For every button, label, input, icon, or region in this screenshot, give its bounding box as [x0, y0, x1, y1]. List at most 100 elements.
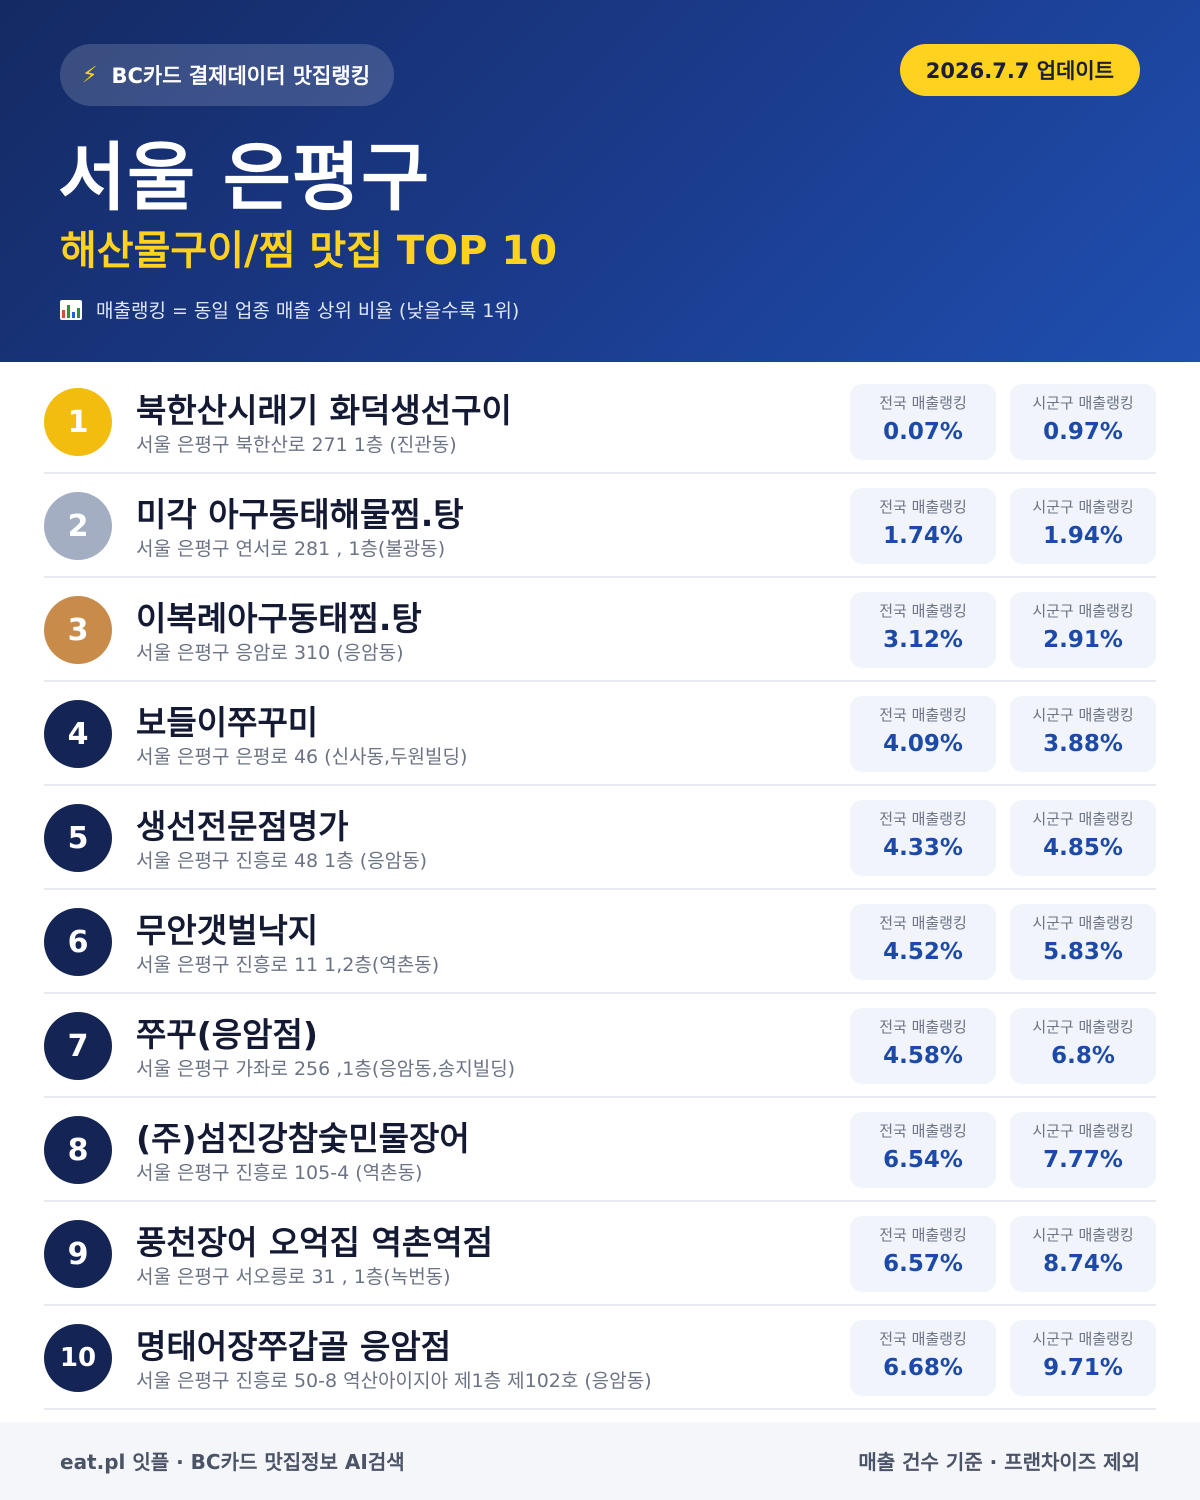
restaurant-row[interactable]: 2 미각 아구동태해물찜.탕 서울 은평구 연서로 281 , 1층(불광동) … [44, 474, 1156, 578]
local-ranking-value: 3.88% [1043, 731, 1123, 757]
local-ranking-label: 시군구 매출랭킹 [1032, 810, 1134, 828]
national-ranking-card: 전국 매출랭킹 4.52% [850, 904, 996, 980]
page-title: 서울 은평구 [58, 135, 431, 221]
restaurant-name[interactable]: 미각 아구동태해물찜.탕 [136, 495, 464, 534]
restaurant-row[interactable]: 7 쭈꾸(응암점) 서울 은평구 가좌로 256 ,1층(응암동,송지빌딩) 전… [44, 994, 1156, 1098]
local-ranking-card: 시군구 매출랭킹 7.77% [1010, 1112, 1156, 1188]
restaurant-row[interactable]: 8 (주)섬진강참숯민물장어 서울 은평구 진흥로 105-4 (역촌동) 전국… [44, 1098, 1156, 1202]
national-ranking-card: 전국 매출랭킹 6.57% [850, 1216, 996, 1292]
national-ranking-card: 전국 매출랭킹 6.68% [850, 1320, 996, 1396]
source-badge: ⚡ BC카드 결제데이터 맛집랭킹 [60, 44, 395, 106]
local-ranking-label: 시군구 매출랭킹 [1032, 602, 1134, 620]
restaurant-row[interactable]: 1 북한산시래기 화덕생선구이 서울 은평구 북한산로 271 1층 (진관동)… [44, 370, 1156, 474]
restaurant-address: 서울 은평구 진흥로 48 1층 (응암동) [136, 850, 428, 872]
local-ranking-card: 시군구 매출랭킹 8.74% [1010, 1216, 1156, 1292]
local-ranking-card: 시군구 매출랭킹 9.71% [1010, 1320, 1156, 1396]
restaurant-name[interactable]: 쭈꾸(응암점) [136, 1015, 318, 1054]
bar-chart-icon [60, 299, 82, 320]
footer: eat.pl 잇플 · BC카드 맛집정보 AI검색 매출 건수 기준 · 프랜… [0, 1422, 1200, 1500]
restaurant-row[interactable]: 9 풍천장어 오억집 역촌역점 서울 은평구 서오릉로 31 , 1층(녹번동)… [44, 1202, 1156, 1306]
restaurant-name[interactable]: 무안갯벌낙지 [136, 911, 319, 950]
rank-badge: 6 [44, 908, 112, 976]
restaurant-row[interactable]: 4 보들이쭈꾸미 서울 은평구 은평로 46 (신사동,두원빌딩) 전국 매출랭… [44, 682, 1156, 786]
local-ranking-value: 7.77% [1043, 1147, 1123, 1173]
restaurant-list: 1 북한산시래기 화덕생선구이 서울 은평구 북한산로 271 1층 (진관동)… [44, 370, 1156, 1410]
national-ranking-card: 전국 매출랭킹 4.33% [850, 800, 996, 876]
local-ranking-value: 9.71% [1043, 1355, 1123, 1381]
rank-badge: 10 [44, 1324, 112, 1392]
restaurant-row[interactable]: 6 무안갯벌낙지 서울 은평구 진흥로 11 1,2층(역촌동) 전국 매출랭킹… [44, 890, 1156, 994]
restaurant-name[interactable]: 명태어장쭈갑골 응암점 [136, 1327, 452, 1366]
restaurant-row[interactable]: 3 이복례아구동태찜.탕 서울 은평구 응암로 310 (응암동) 전국 매출랭… [44, 578, 1156, 682]
restaurant-address: 서울 은평구 응암로 310 (응암동) [136, 642, 404, 664]
rank-badge: 9 [44, 1220, 112, 1288]
restaurant-row[interactable]: 10 명태어장쭈갑골 응암점 서울 은평구 진흥로 50-8 역산아이지아 제1… [44, 1306, 1156, 1410]
local-ranking-label: 시군구 매출랭킹 [1032, 914, 1134, 932]
rank-badge: 7 [44, 1012, 112, 1080]
restaurant-name[interactable]: 생선전문점명가 [136, 807, 349, 846]
local-ranking-label: 시군구 매출랭킹 [1032, 498, 1134, 516]
local-ranking-value: 5.83% [1043, 939, 1123, 965]
national-ranking-card: 전국 매출랭킹 4.58% [850, 1008, 996, 1084]
restaurant-address: 서울 은평구 은평로 46 (신사동,두원빌딩) [136, 746, 468, 768]
local-ranking-label: 시군구 매출랭킹 [1032, 706, 1134, 724]
restaurant-address: 서울 은평구 진흥로 105-4 (역촌동) [136, 1162, 423, 1184]
restaurant-row[interactable]: 5 생선전문점명가 서울 은평구 진흥로 48 1층 (응암동) 전국 매출랭킹… [44, 786, 1156, 890]
local-ranking-card: 시군구 매출랭킹 1.94% [1010, 488, 1156, 564]
national-ranking-value: 6.54% [883, 1147, 963, 1173]
national-ranking-label: 전국 매출랭킹 [879, 706, 967, 724]
local-ranking-card: 시군구 매출랭킹 2.91% [1010, 592, 1156, 668]
restaurant-address: 서울 은평구 진흥로 50-8 역산아이지아 제1층 제102호 (응암동) [136, 1370, 652, 1392]
local-ranking-card: 시군구 매출랭킹 0.97% [1010, 384, 1156, 460]
rank-badge: 5 [44, 804, 112, 872]
lightning-icon: ⚡ [82, 62, 98, 88]
local-ranking-card: 시군구 매출랭킹 3.88% [1010, 696, 1156, 772]
local-ranking-label: 시군구 매출랭킹 [1032, 1122, 1134, 1140]
restaurant-name[interactable]: 북한산시래기 화덕생선구이 [136, 391, 512, 430]
national-ranking-label: 전국 매출랭킹 [879, 1226, 967, 1244]
restaurant-address: 서울 은평구 서오릉로 31 , 1층(녹번동) [136, 1266, 451, 1288]
rank-badge: 3 [44, 596, 112, 664]
local-ranking-value: 4.85% [1043, 835, 1123, 861]
national-ranking-label: 전국 매출랭킹 [879, 914, 967, 932]
rank-badge: 8 [44, 1116, 112, 1184]
restaurant-name[interactable]: 이복례아구동태찜.탕 [136, 599, 422, 638]
local-ranking-card: 시군구 매출랭킹 6.8% [1010, 1008, 1156, 1084]
national-ranking-value: 0.07% [883, 419, 963, 445]
local-ranking-value: 2.91% [1043, 627, 1123, 653]
national-ranking-label: 전국 매출랭킹 [879, 498, 967, 516]
national-ranking-value: 4.09% [883, 731, 963, 757]
update-badge: 2026.7.7 업데이트 [899, 44, 1140, 96]
local-ranking-value: 0.97% [1043, 419, 1123, 445]
ranking-note: 매출랭킹 = 동일 업종 매출 상위 비율 (낮을수록 1위) [60, 296, 519, 323]
restaurant-address: 서울 은평구 진흥로 11 1,2층(역촌동) [136, 954, 440, 976]
local-ranking-value: 6.8% [1051, 1043, 1115, 1069]
national-ranking-label: 전국 매출랭킹 [879, 1018, 967, 1036]
restaurant-name[interactable]: 보들이쭈꾸미 [136, 703, 319, 742]
update-badge-label: 2026.7.7 업데이트 [925, 59, 1114, 83]
national-ranking-label: 전국 매출랭킹 [879, 810, 967, 828]
national-ranking-card: 전국 매출랭킹 3.12% [850, 592, 996, 668]
local-ranking-value: 1.94% [1043, 523, 1123, 549]
restaurant-address: 서울 은평구 북한산로 271 1층 (진관동) [136, 434, 457, 456]
national-ranking-value: 1.74% [883, 523, 963, 549]
national-ranking-label: 전국 매출랭킹 [879, 1122, 967, 1140]
national-ranking-value: 3.12% [883, 627, 963, 653]
national-ranking-value: 6.57% [883, 1251, 963, 1277]
national-ranking-card: 전국 매출랭킹 4.09% [850, 696, 996, 772]
local-ranking-value: 8.74% [1043, 1251, 1123, 1277]
restaurant-name[interactable]: 풍천장어 오억집 역촌역점 [136, 1223, 493, 1262]
national-ranking-label: 전국 매출랭킹 [879, 602, 967, 620]
national-ranking-card: 전국 매출랭킹 1.74% [850, 488, 996, 564]
restaurant-name[interactable]: (주)섬진강참숯민물장어 [136, 1119, 470, 1158]
national-ranking-value: 6.68% [883, 1355, 963, 1381]
rank-badge: 1 [44, 388, 112, 456]
page-subtitle: 해산물구이/찜 맛집 TOP 10 [60, 228, 558, 274]
national-ranking-label: 전국 매출랭킹 [879, 394, 967, 412]
national-ranking-card: 전국 매출랭킹 6.54% [850, 1112, 996, 1188]
footer-credit: eat.pl 잇플 · BC카드 맛집정보 AI검색 [60, 1450, 405, 1474]
national-ranking-value: 4.52% [883, 939, 963, 965]
header-banner: ⚡ BC카드 결제데이터 맛집랭킹 2026.7.7 업데이트 서울 은평구 해… [0, 0, 1200, 362]
local-ranking-card: 시군구 매출랭킹 4.85% [1010, 800, 1156, 876]
local-ranking-label: 시군구 매출랭킹 [1032, 1330, 1134, 1348]
